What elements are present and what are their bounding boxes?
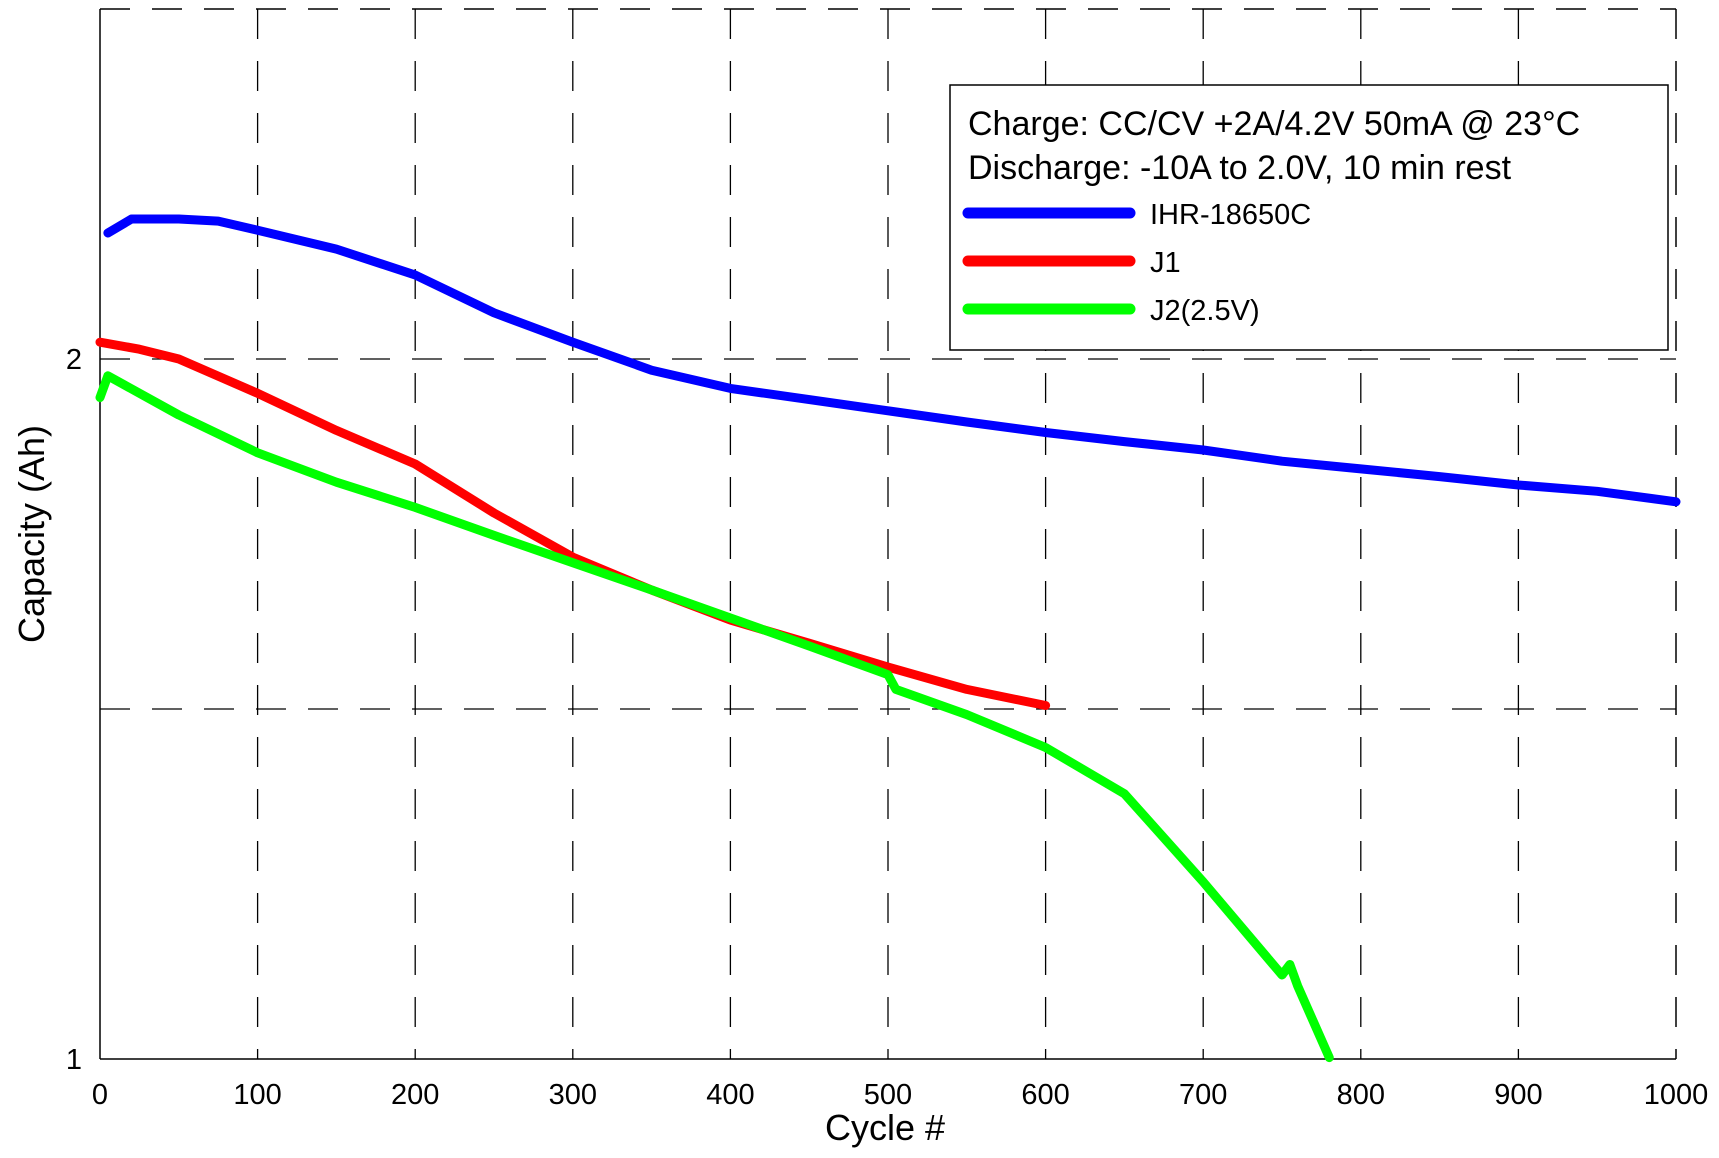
x-axis-label: Cycle # [825,1107,945,1148]
x-tick-label: 100 [233,1079,281,1111]
x-tick-label: 1000 [1644,1079,1709,1111]
x-tick-label: 800 [1337,1079,1385,1111]
data-line [95,371,1334,1063]
legend-label: J1 [1150,247,1181,279]
x-tick-label: 500 [864,1079,912,1111]
legend-note: Discharge: -10A to 2.0V, 10 min rest [968,149,1512,187]
legend-label: IHR-18650C [1150,199,1311,231]
x-tick-label: 300 [549,1079,597,1111]
y-axis-label: Capacity (Ah) [11,425,52,643]
x-tick-label: 700 [1179,1079,1227,1111]
data-line [95,337,1051,710]
x-tick-label: 200 [391,1079,439,1111]
legend-note: Charge: CC/CV +2A/4.2V 50mA @ 23°C [968,105,1580,143]
data-line [103,214,1681,507]
x-tick-label: 900 [1494,1079,1542,1111]
y-tick-label: 2 [66,344,82,376]
y-tick-label: 1 [66,1044,82,1076]
x-tick-label: 0 [92,1079,108,1111]
x-tick-label: 400 [706,1079,754,1111]
legend-label: J2(2.5V) [1150,295,1260,327]
x-tick-label: 600 [1021,1079,1069,1111]
